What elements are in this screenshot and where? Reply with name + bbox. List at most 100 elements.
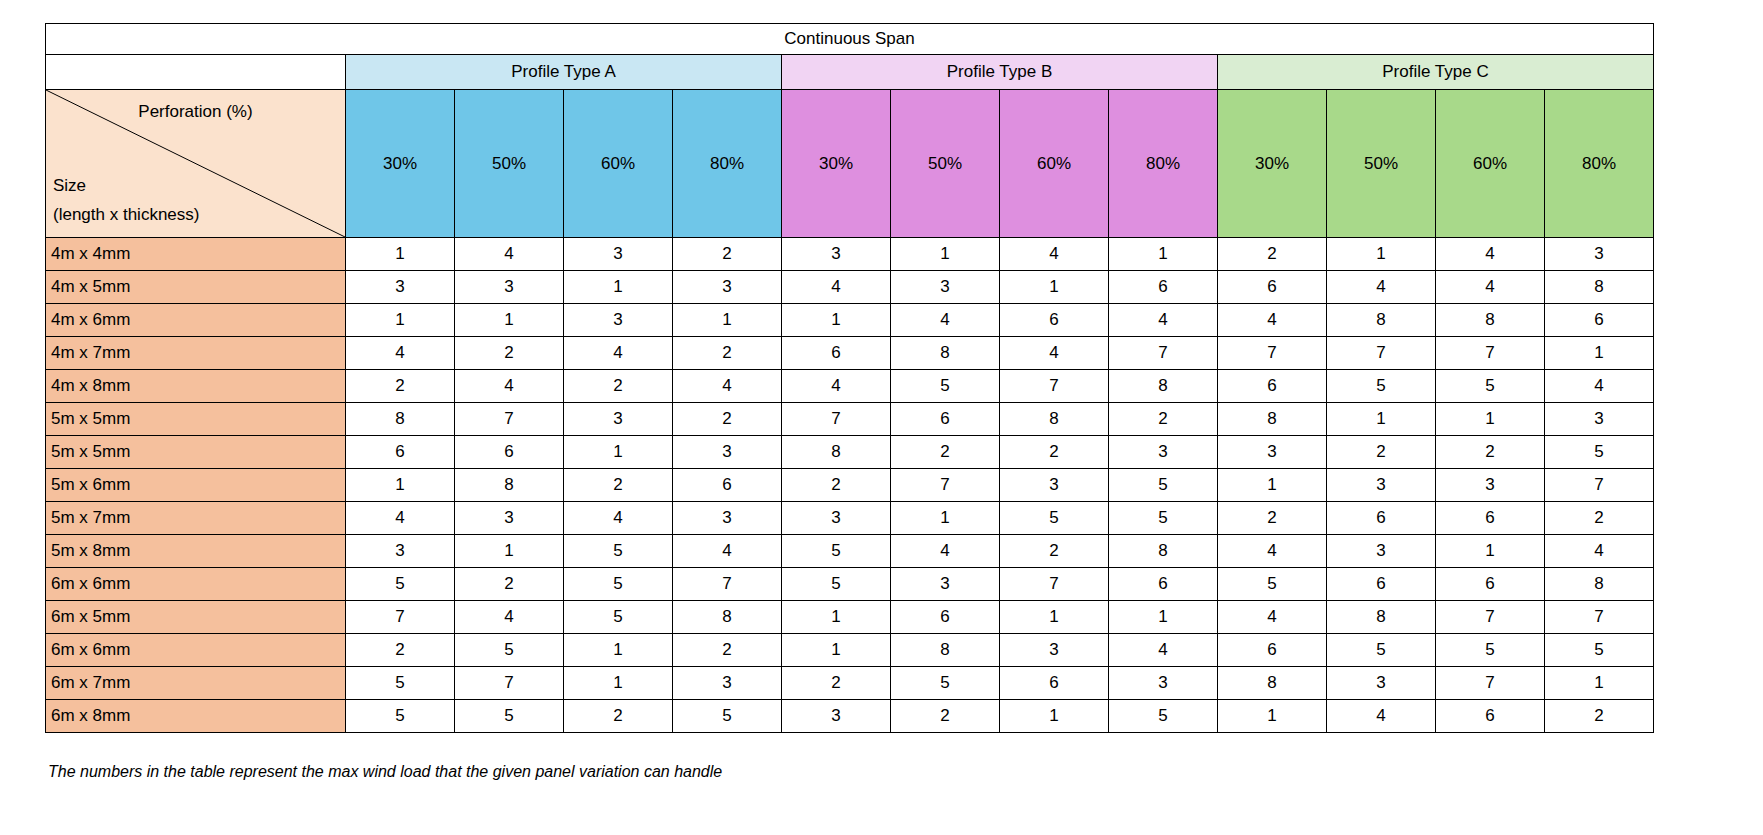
value-cell: 1 — [564, 436, 673, 469]
value-cell: 4 — [1109, 634, 1218, 667]
value-cell: 6 — [455, 436, 564, 469]
value-cell: 6 — [1436, 700, 1545, 733]
corner-label-perforation: Perforation (%) — [46, 102, 345, 122]
value-cell: 4 — [1218, 535, 1327, 568]
value-cell: 3 — [1218, 436, 1327, 469]
value-cell: 6 — [1436, 502, 1545, 535]
value-cell: 3 — [673, 502, 782, 535]
value-cell: 1 — [1436, 535, 1545, 568]
size-cell: 5m x 5mm — [46, 436, 346, 469]
table-row: 5m x 8mm315454284314 — [46, 535, 1654, 568]
value-cell: 1 — [1000, 700, 1109, 733]
value-cell: 2 — [782, 667, 891, 700]
value-cell: 6 — [1327, 502, 1436, 535]
value-cell: 2 — [346, 634, 455, 667]
value-cell: 1 — [891, 238, 1000, 271]
perforation-header-profile-c-30: 30% — [1218, 90, 1327, 238]
value-cell: 5 — [564, 535, 673, 568]
value-cell: 5 — [1109, 700, 1218, 733]
value-cell: 7 — [455, 667, 564, 700]
value-cell: 2 — [1000, 436, 1109, 469]
value-cell: 7 — [1436, 601, 1545, 634]
value-cell: 1 — [891, 502, 1000, 535]
value-cell: 8 — [1545, 271, 1654, 304]
value-cell: 4 — [455, 238, 564, 271]
value-cell: 3 — [673, 667, 782, 700]
value-cell: 3 — [564, 304, 673, 337]
value-cell: 4 — [891, 535, 1000, 568]
table-title: Continuous Span — [46, 24, 1654, 55]
value-cell: 6 — [1327, 568, 1436, 601]
value-cell: 6 — [1218, 370, 1327, 403]
value-cell: 3 — [1327, 667, 1436, 700]
value-cell: 3 — [782, 700, 891, 733]
value-cell: 6 — [1218, 634, 1327, 667]
value-cell: 4 — [564, 502, 673, 535]
value-cell: 2 — [1327, 436, 1436, 469]
table-body: 4m x 4mm1432314121434m x 5mm331343166448… — [46, 238, 1654, 733]
value-cell: 3 — [1109, 667, 1218, 700]
value-cell: 4 — [346, 337, 455, 370]
value-cell: 8 — [1436, 304, 1545, 337]
size-cell: 5m x 5mm — [46, 403, 346, 436]
perforation-header-profile-c-50: 50% — [1327, 90, 1436, 238]
value-cell: 3 — [346, 535, 455, 568]
value-cell: 4 — [782, 370, 891, 403]
value-cell: 8 — [455, 469, 564, 502]
value-cell: 1 — [1545, 667, 1654, 700]
value-cell: 5 — [346, 667, 455, 700]
perforation-header-profile-c-60: 60% — [1436, 90, 1545, 238]
table-row: 5m x 5mm661382233225 — [46, 436, 1654, 469]
value-cell: 5 — [891, 667, 1000, 700]
value-cell: 8 — [891, 337, 1000, 370]
perforation-header-profile-a-30: 30% — [346, 90, 455, 238]
value-cell: 1 — [1109, 601, 1218, 634]
value-cell: 1 — [1327, 238, 1436, 271]
value-cell: 5 — [455, 700, 564, 733]
value-cell: 2 — [891, 700, 1000, 733]
value-cell: 7 — [346, 601, 455, 634]
value-cell: 3 — [1327, 469, 1436, 502]
value-cell: 5 — [564, 601, 673, 634]
size-cell: 6m x 5mm — [46, 601, 346, 634]
value-cell: 8 — [1218, 403, 1327, 436]
value-cell: 3 — [891, 568, 1000, 601]
value-cell: 4 — [564, 337, 673, 370]
value-cell: 1 — [1327, 403, 1436, 436]
value-cell: 3 — [782, 238, 891, 271]
corner-label-size-line1: Size — [53, 176, 86, 195]
value-cell: 5 — [1436, 370, 1545, 403]
value-cell: 4 — [455, 601, 564, 634]
value-cell: 5 — [346, 700, 455, 733]
value-cell: 5 — [455, 634, 564, 667]
size-cell: 4m x 4mm — [46, 238, 346, 271]
profile-type-b-header: Profile Type B — [782, 55, 1218, 90]
value-cell: 4 — [1327, 271, 1436, 304]
value-cell: 4 — [1218, 304, 1327, 337]
value-cell: 5 — [1545, 634, 1654, 667]
value-cell: 4 — [1436, 271, 1545, 304]
size-cell: 6m x 6mm — [46, 568, 346, 601]
value-cell: 2 — [564, 469, 673, 502]
value-cell: 5 — [1436, 634, 1545, 667]
size-cell: 5m x 8mm — [46, 535, 346, 568]
size-cell: 6m x 8mm — [46, 700, 346, 733]
profile-type-c-header: Profile Type C — [1218, 55, 1654, 90]
value-cell: 2 — [346, 370, 455, 403]
value-cell: 1 — [346, 304, 455, 337]
value-cell: 3 — [1545, 238, 1654, 271]
value-cell: 1 — [564, 667, 673, 700]
perforation-header-profile-b-50: 50% — [891, 90, 1000, 238]
value-cell: 8 — [1218, 667, 1327, 700]
value-cell: 2 — [1109, 403, 1218, 436]
value-cell: 8 — [1327, 601, 1436, 634]
value-cell: 4 — [455, 370, 564, 403]
value-cell: 3 — [564, 238, 673, 271]
value-cell: 1 — [455, 304, 564, 337]
footnote: The numbers in the table represent the m… — [48, 763, 722, 781]
value-cell: 2 — [1218, 502, 1327, 535]
value-cell: 5 — [673, 700, 782, 733]
profile-group-header-row: Profile Type A Profile Type B Profile Ty… — [46, 55, 1654, 90]
value-cell: 6 — [1109, 568, 1218, 601]
value-cell: 2 — [1436, 436, 1545, 469]
